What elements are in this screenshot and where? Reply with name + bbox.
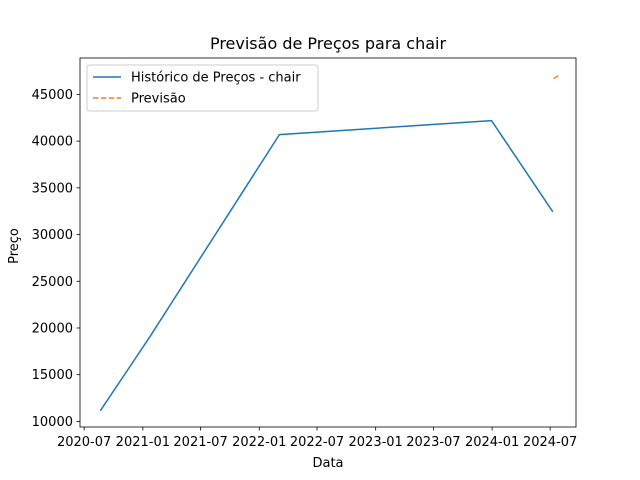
x-axis-title: Data (312, 456, 343, 471)
series-line-1 (553, 74, 561, 80)
series-line-0 (99, 119, 554, 412)
legend-label-1: Previsão (131, 92, 186, 107)
y-axis-title: Preço (7, 228, 22, 264)
x-tick-label-3: 2022-01 (232, 435, 286, 450)
y-tick-label-3: 25000 (32, 275, 73, 290)
y-tick-label-0: 10000 (32, 415, 73, 430)
plot-area (79, 57, 577, 428)
plot-frame (79, 57, 577, 428)
x-axis: 2020-07 2021-01 2021-07 2022-01 2022-07 2023-… (57, 427, 577, 450)
y-tick-label-6: 40000 (32, 135, 73, 150)
y-tick-label-1: 15000 (32, 368, 73, 383)
x-tick-label-5: 2023-01 (349, 435, 403, 450)
legend-box (86, 64, 319, 112)
y-tick-label-2: 20000 (32, 321, 73, 336)
x-tick-label-7: 2024-01 (465, 435, 519, 450)
x-tick-label-6: 2023-07 (406, 435, 460, 450)
y-tick-label-5: 35000 (32, 181, 73, 196)
y-tick-label-7: 45000 (32, 88, 73, 103)
x-tick-label-0: 2020-07 (57, 435, 111, 450)
x-tick-label-4: 2022-07 (290, 435, 344, 450)
y-tick-label-4: 30000 (32, 228, 73, 243)
x-tick-label-1: 2021-01 (116, 435, 170, 450)
x-tick-label-8: 2024-07 (523, 435, 577, 450)
chart-title: Previsão de Preços para chair (210, 34, 447, 53)
x-tick-label-2: 2021-07 (173, 435, 227, 450)
legend: Histórico de Preços - chair Previsão (86, 64, 319, 112)
y-axis: 10000 15000 20000 25000 30000 35000 40000 45000 (32, 88, 80, 430)
legend-label-0: Histórico de Preços - chair (131, 71, 301, 86)
